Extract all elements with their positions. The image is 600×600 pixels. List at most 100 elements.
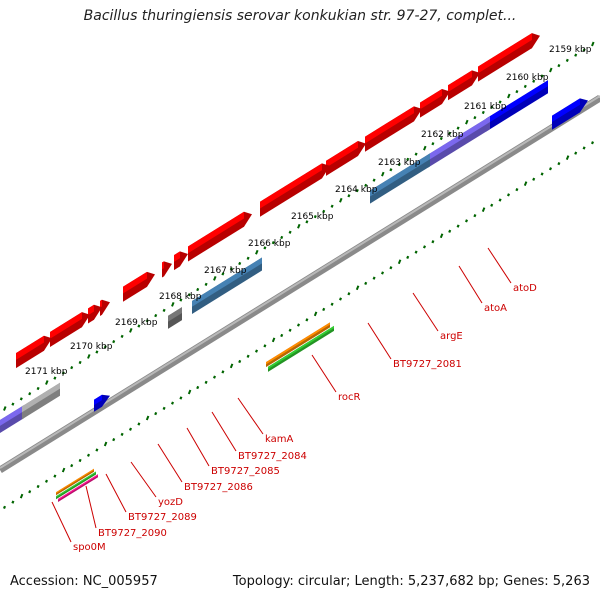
gene-callout	[237, 397, 264, 435]
outer-tick	[120, 334, 124, 339]
outer-tick	[397, 162, 401, 167]
inner-tick	[498, 198, 502, 202]
outer-tick	[490, 105, 494, 109]
outer-tick	[364, 183, 368, 187]
cds-block-11	[88, 304, 102, 324]
outer-tick	[11, 402, 15, 406]
outer-tick	[129, 328, 133, 333]
outer-tick	[406, 157, 410, 161]
cds-block-5-face	[260, 163, 322, 209]
inner-tick	[355, 285, 360, 291]
gene-callout	[157, 443, 183, 483]
gene-label: yozD	[158, 497, 183, 508]
gene-callout	[130, 461, 157, 498]
cds-block-2	[420, 88, 450, 118]
cog-stripe-small-pink	[58, 474, 98, 503]
gene-callout	[186, 427, 210, 467]
inner-tick-ring	[2, 141, 595, 509]
cog-block-1	[428, 116, 490, 168]
inner-tick	[44, 479, 49, 483]
outer-tick	[456, 126, 460, 130]
inner-tick	[490, 203, 494, 207]
gene-callout	[311, 354, 337, 393]
inner-tick	[11, 500, 15, 504]
cog-stripe-small-orange-face	[56, 468, 94, 494]
outer-tick	[540, 74, 544, 78]
kbp-label: 2159 kbp	[549, 45, 592, 55]
inner-tick	[103, 441, 108, 447]
cog-block-3	[192, 257, 262, 314]
gene-labels: atoD atoA argE BT9727_2081 rocR kamA BT9727_20…	[73, 283, 537, 553]
inner-tick	[565, 155, 570, 160]
outer-tick	[565, 58, 569, 63]
inner-tick	[254, 349, 259, 353]
outer-tick	[389, 168, 393, 172]
outer-tick	[515, 90, 519, 94]
cog-block-2	[370, 153, 430, 204]
cds-block-12-face	[50, 312, 82, 339]
outer-tick	[36, 386, 40, 391]
gene-callout	[412, 292, 439, 332]
kbp-label: 2160 kbp	[506, 73, 549, 83]
inner-tick	[137, 422, 141, 426]
outer-tick	[330, 204, 334, 208]
outer-tick	[162, 308, 166, 312]
outer-tick	[473, 116, 477, 120]
cds-block-12	[50, 312, 90, 347]
gene-label: atoA	[484, 303, 507, 314]
cds-block-1	[448, 70, 480, 101]
outer-tick	[355, 188, 359, 193]
gene-callout	[367, 322, 392, 360]
accession-text: Accession: NC_005957	[10, 574, 158, 589]
rna-block-lower-face	[94, 394, 102, 406]
outer-tick	[238, 261, 242, 266]
inner-tick	[229, 363, 234, 369]
cds-block-6	[188, 211, 252, 262]
outer-tick	[347, 194, 351, 198]
inner-tick	[582, 146, 586, 150]
inner-tick	[170, 401, 175, 405]
cog-stripe-orange	[266, 322, 330, 368]
inner-tick	[364, 281, 368, 285]
outer-tick	[196, 287, 200, 292]
rna-block-upper-face	[552, 98, 580, 123]
outer-tick	[246, 256, 250, 260]
gene-label: BT9727_2081	[393, 359, 462, 370]
kbp-label: 2164 kbp	[335, 185, 378, 195]
outer-tick	[574, 53, 578, 57]
outer-tick	[204, 282, 208, 286]
map-title: Bacillus thuringiensis serovar konkukian…	[83, 8, 517, 24]
outer-tick	[112, 339, 116, 344]
gene-label: argE	[440, 331, 463, 342]
cds-block-6-body	[188, 211, 252, 262]
inner-tick	[61, 467, 66, 473]
outer-tick	[582, 48, 586, 52]
cds-block-9-face	[123, 271, 147, 294]
inner-tick	[389, 266, 393, 270]
cds-block-9	[123, 271, 155, 302]
cds-block-0-face	[478, 33, 532, 74]
cds-block-1-face	[448, 70, 472, 92]
kbp-label: 2165 kbp	[291, 212, 334, 222]
cds-block-3	[365, 106, 422, 152]
cog-stripe-orange-face	[266, 322, 330, 365]
inner-tick	[19, 493, 24, 499]
gene-callout	[211, 411, 237, 452]
outer-tick	[3, 406, 7, 411]
outer-tick	[145, 319, 149, 323]
gene-callout	[105, 473, 127, 513]
kbp-label: 2169 kbp	[115, 318, 158, 328]
outer-tick	[137, 324, 141, 328]
outer-tick	[465, 119, 469, 125]
rna-block-upper-body	[552, 98, 588, 130]
cog-stripe-small-orange	[56, 468, 94, 496]
outer-tick	[423, 145, 427, 151]
inner-tick	[540, 172, 544, 176]
inner-tick	[448, 229, 452, 233]
cds-block-0-body	[478, 33, 540, 82]
inner-tick	[372, 276, 376, 280]
kbp-label: 2168 kbp	[159, 292, 202, 302]
inner-tick	[456, 224, 460, 228]
inner-tick	[154, 411, 158, 416]
